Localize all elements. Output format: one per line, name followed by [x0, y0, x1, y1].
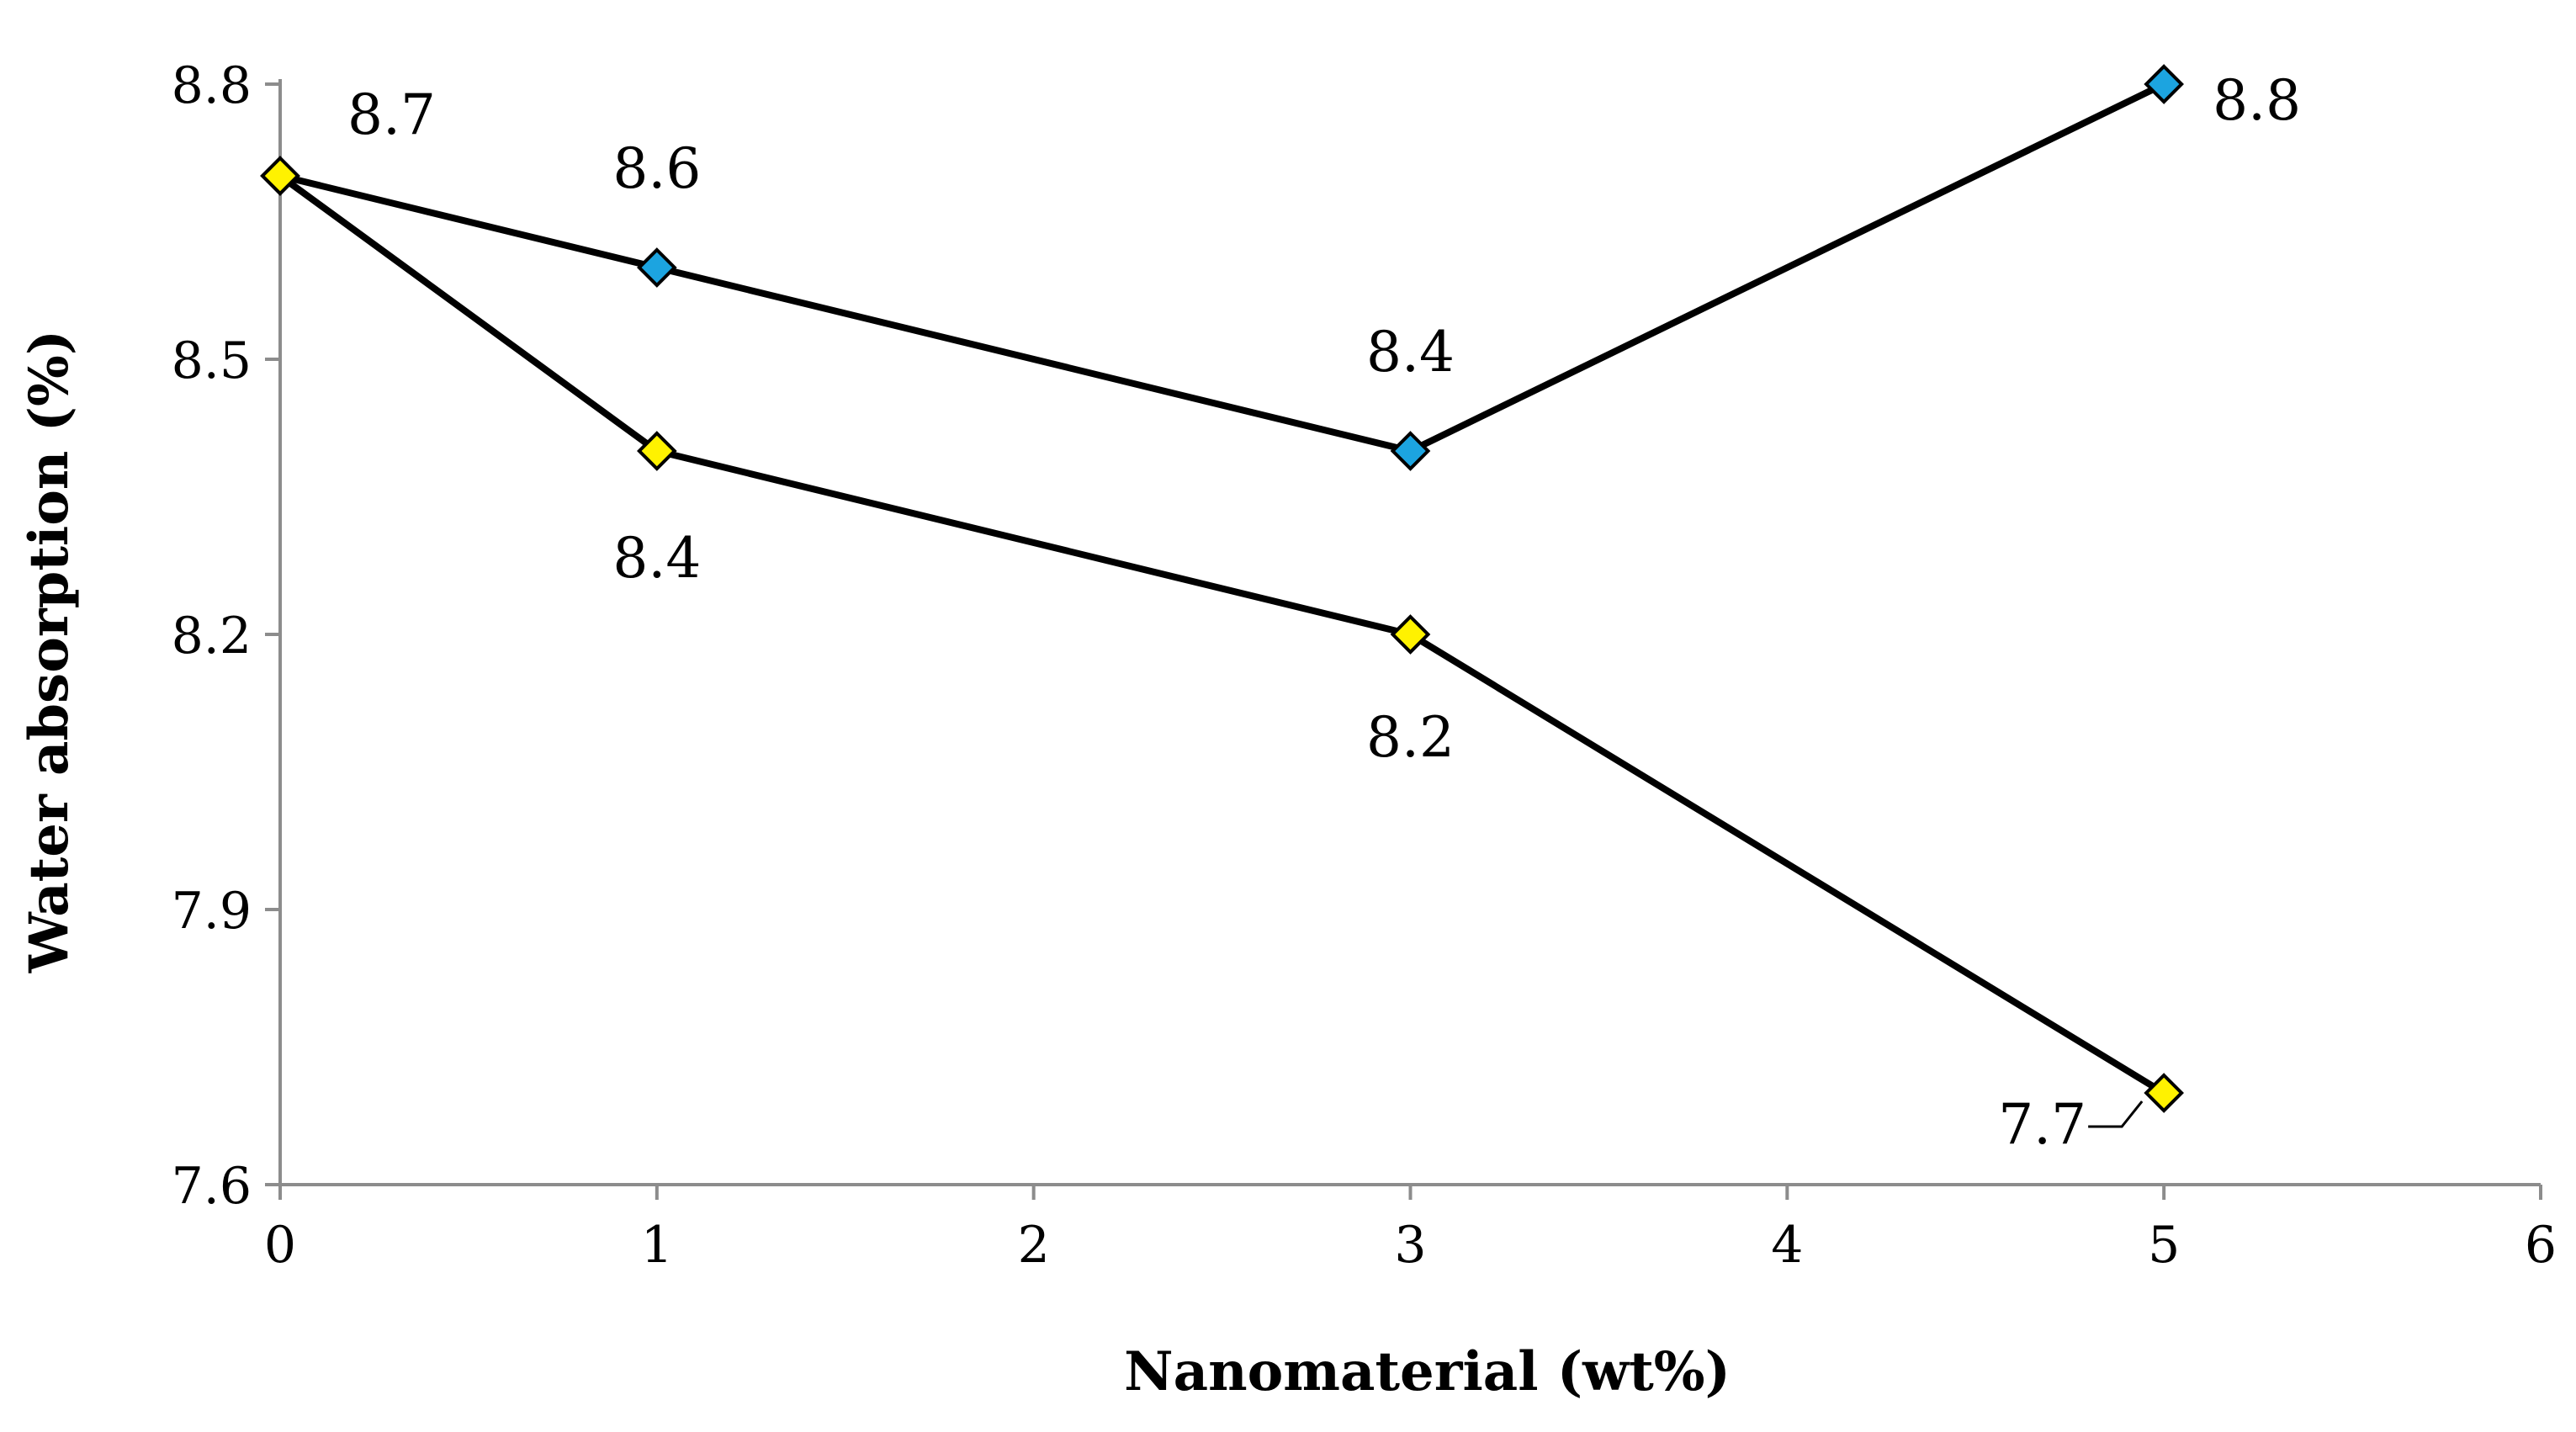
- y-tick-label: 8.5: [172, 331, 252, 390]
- yellow-series-data-label: 8.4: [612, 526, 701, 591]
- series-markers: [260, 64, 2184, 1113]
- x-tick-label: 0: [264, 1216, 296, 1275]
- y-tick-label: 7.9: [172, 882, 252, 941]
- x-tick-label: 5: [2148, 1216, 2180, 1275]
- x-tick-label: 6: [2525, 1216, 2557, 1275]
- axes: 7.6 7.9 8.2 8.5 8.8 0 1 2 3 4 5 6: [172, 56, 2557, 1275]
- blue-series-line: [277, 81, 2168, 454]
- yellow-series-point: [2144, 1073, 2184, 1113]
- x-tick-label: 4: [1771, 1216, 1803, 1275]
- blue-series-point: [2144, 64, 2184, 104]
- blue-series-point: [637, 247, 677, 288]
- yellow-series-line: [277, 172, 2168, 1096]
- blue-series-data-label: 8.8: [2213, 68, 2301, 133]
- x-tick-label: 2: [1018, 1216, 1050, 1275]
- yellow-series-point: [1390, 614, 1431, 655]
- yellow-series-point: [260, 156, 300, 196]
- y-tick-label: 8.2: [172, 607, 252, 666]
- data-labels: 8.6 8.4 8.8 8.7 8.4 8.2 7.7: [347, 68, 2301, 1157]
- blue-series-data-label: 8.6: [612, 136, 701, 201]
- y-axis-title: Water absorption (%): [18, 330, 81, 973]
- yellow-series-data-label: 8.2: [1366, 705, 1455, 770]
- y-tick-label: 7.6: [172, 1157, 252, 1216]
- blue-series-point: [1390, 431, 1431, 471]
- x-tick-label: 1: [641, 1216, 673, 1275]
- series-lines: [277, 81, 2168, 1096]
- x-tick-label: 3: [1394, 1216, 1426, 1275]
- yellow-series-data-label: 8.7: [347, 82, 436, 147]
- yellow-series-data-label: 7.7: [1998, 1092, 2086, 1157]
- x-axis-title: Nanomaterial (wt%): [1124, 1340, 1731, 1403]
- yellow-series-point: [637, 431, 677, 471]
- label-leader-line: [2088, 1101, 2144, 1128]
- y-tick-label: 8.8: [172, 56, 252, 115]
- blue-series-data-label: 8.4: [1366, 320, 1455, 385]
